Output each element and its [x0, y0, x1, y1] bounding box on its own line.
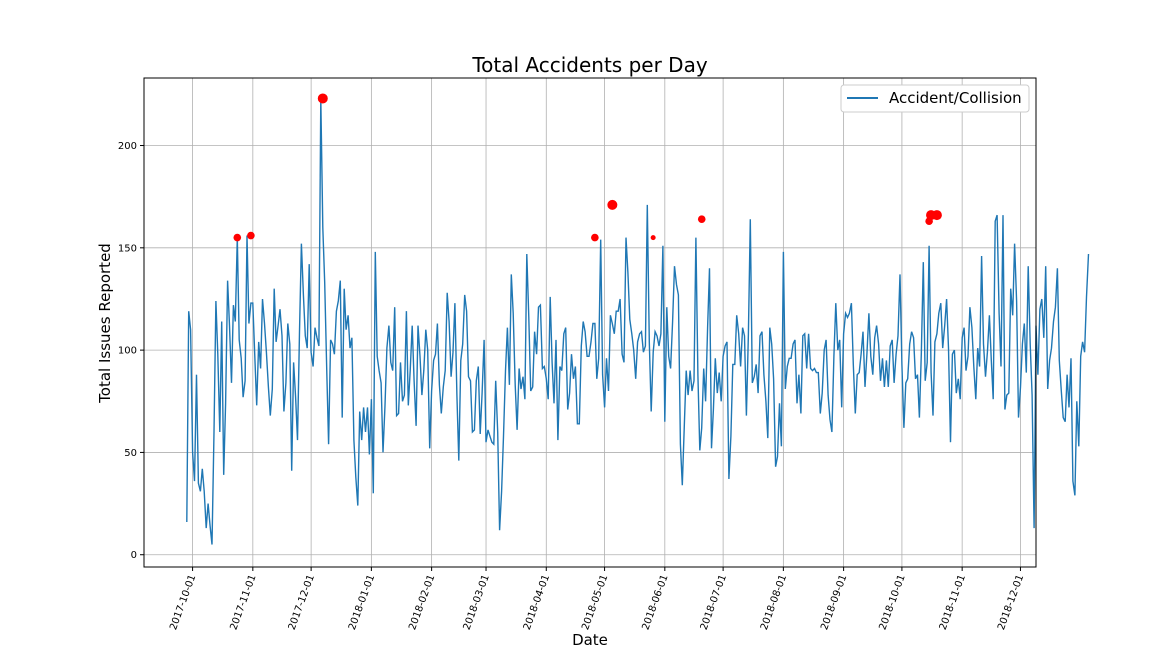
y-tick-label: 200	[118, 141, 137, 152]
x-tick-label: 2018-03-01	[462, 573, 492, 631]
highlight-point	[247, 231, 255, 240]
legend-box	[840, 84, 1030, 113]
y-axis-label: Total Issues Reported	[96, 243, 114, 404]
x-tick-label: 2018-08-01	[759, 573, 789, 631]
highlight-point	[697, 215, 706, 223]
x-tick-label: 2018-01-01	[347, 573, 377, 631]
x-tick-label: 2018-11-01	[938, 573, 968, 631]
series-line-accident-collision	[186, 98, 1090, 545]
highlight-point	[233, 233, 242, 242]
x-tick-label: 2018-06-01	[640, 573, 670, 631]
y-axis-ticks: 0 50 100 150 200	[118, 141, 144, 561]
highlight-point	[607, 199, 618, 210]
highlight-point	[650, 235, 656, 241]
highlight-point	[317, 93, 328, 104]
chart-title: Total Accidents per Day	[471, 53, 707, 77]
x-tick-label: 2018-05-01	[580, 573, 610, 631]
plot-area-frame	[143, 77, 1037, 568]
x-axis-ticks: 2017-10-01 2017-11-01 2017-12-01 2018-01-01…	[168, 567, 1026, 632]
highlight-markers	[233, 93, 942, 242]
x-tick-label: 2017-10-01	[168, 573, 198, 631]
highlight-point	[591, 233, 599, 242]
x-tick-label: 2017-12-01	[287, 573, 317, 631]
x-tick-label: 2018-09-01	[819, 573, 849, 631]
x-tick-label: 2018-02-01	[407, 573, 437, 631]
y-tick-label: 150	[118, 243, 137, 254]
y-tick-label: 100	[118, 346, 137, 357]
legend: Accident/Collision	[840, 84, 1030, 113]
highlight-point	[931, 210, 942, 221]
legend-label: Accident/Collision	[889, 89, 1022, 107]
x-tick-label: 2017-11-01	[228, 573, 258, 631]
x-tick-label: 2018-10-01	[878, 573, 908, 631]
x-tick-label: 2018-04-01	[522, 573, 552, 631]
x-tick-label: 2018-12-01	[996, 573, 1026, 631]
y-tick-label: 0	[131, 550, 137, 561]
x-axis-label: Date	[572, 631, 608, 648]
x-tick-label: 2018-07-01	[699, 573, 729, 631]
y-tick-label: 50	[124, 448, 137, 459]
